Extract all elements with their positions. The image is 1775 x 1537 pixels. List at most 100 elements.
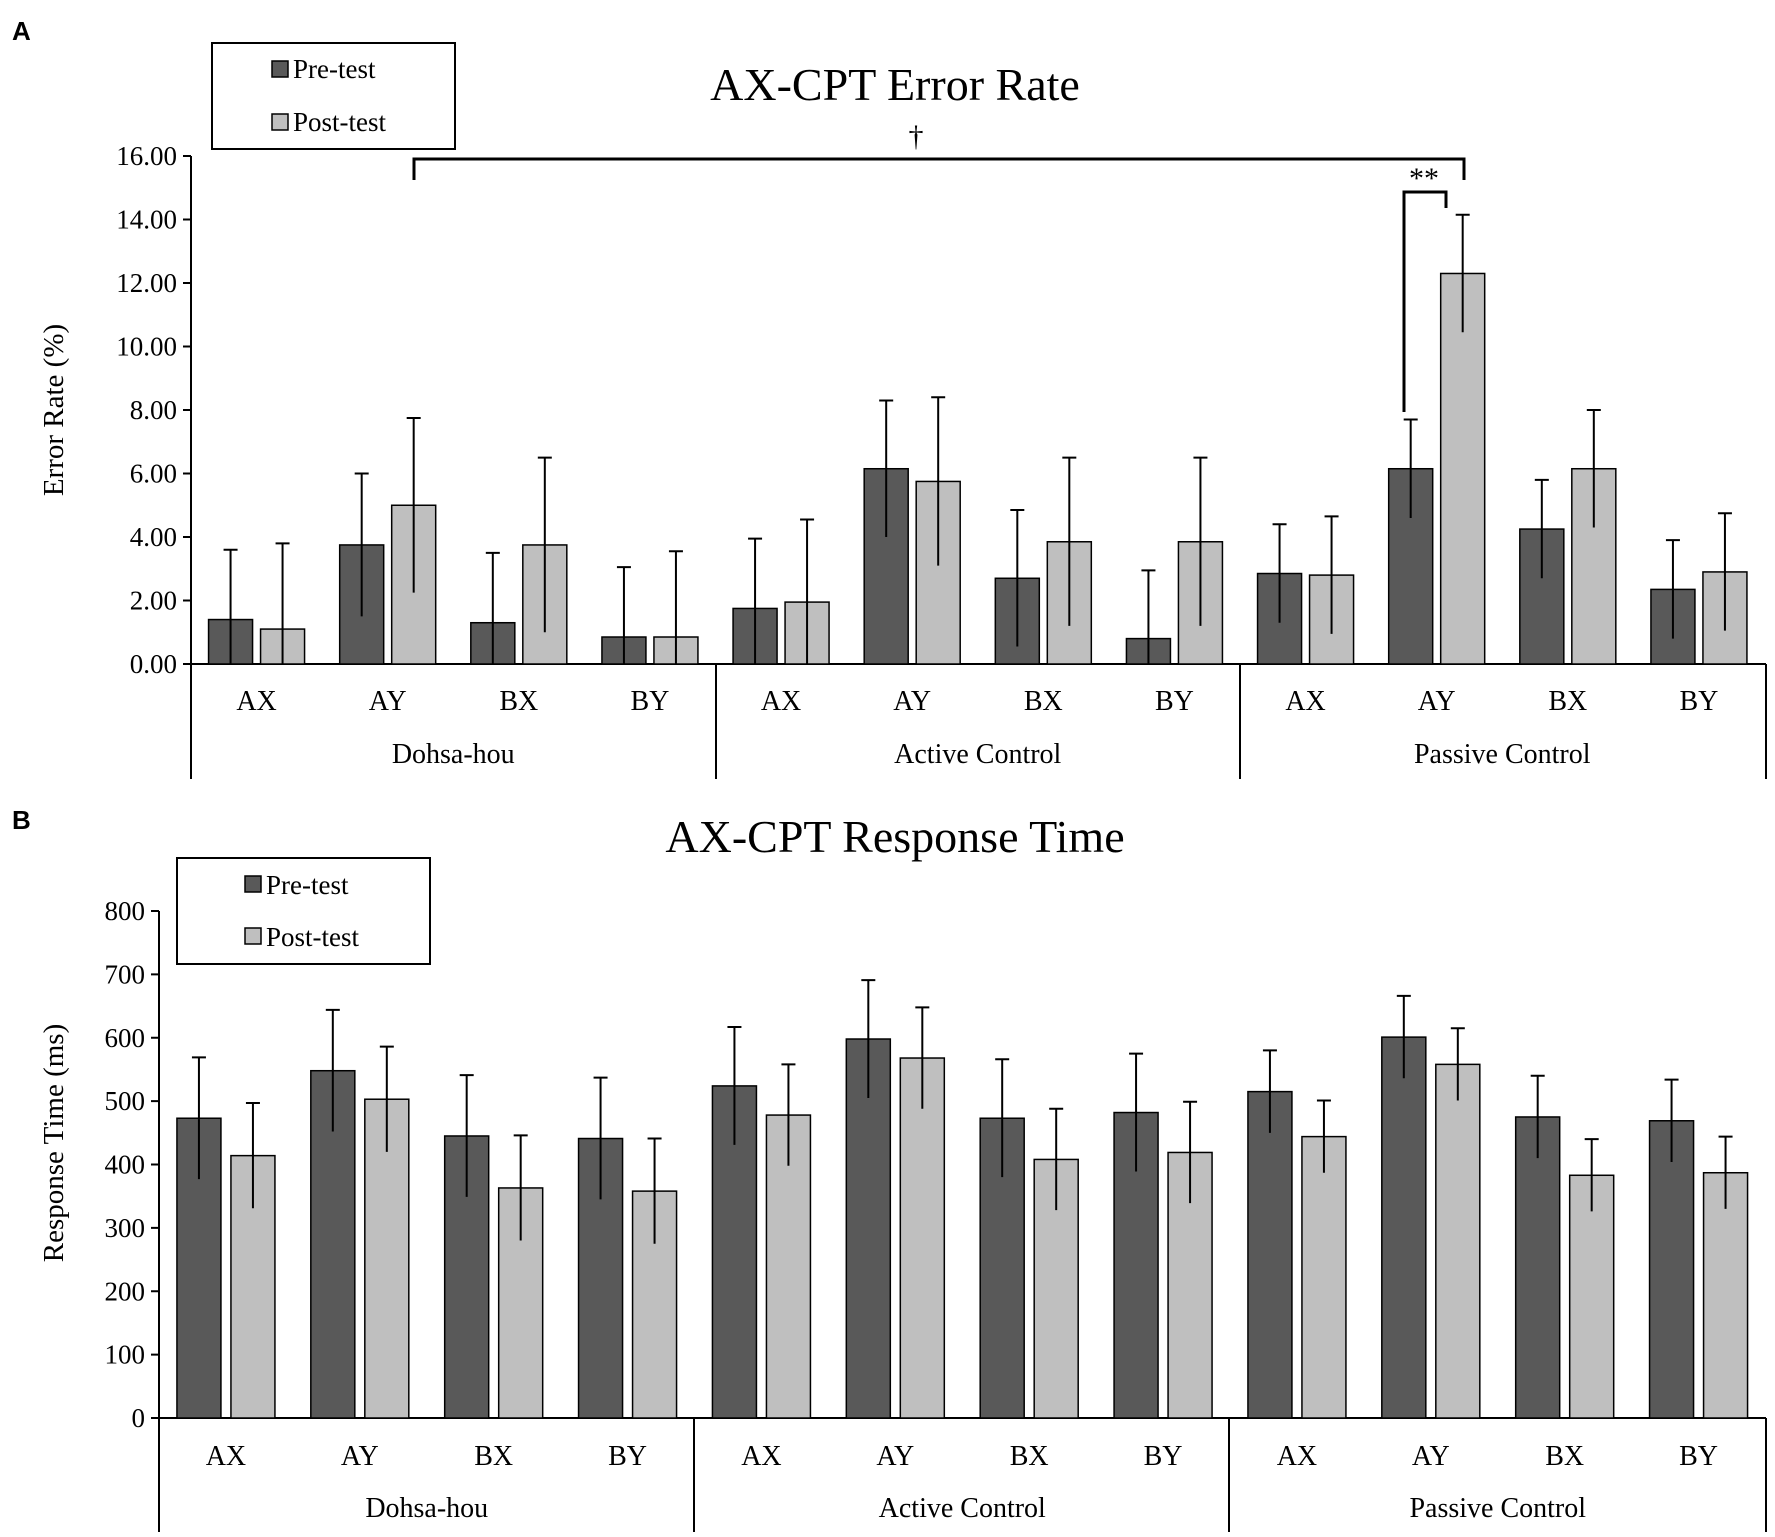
chart-a-bars	[207, 272, 1748, 665]
chart-b-title: AX-CPT Response Time	[665, 811, 1124, 862]
error-bar-post-test	[1049, 1107, 1064, 1211]
error-bar-post-test	[1183, 1100, 1198, 1204]
error-bar-post-test	[406, 416, 421, 593]
error-bar-post-test	[513, 1134, 528, 1241]
x-category-label: AY	[1418, 686, 1456, 717]
significance-bracket-double-star	[1402, 190, 1448, 412]
chart-b-plot: 0 100 200 300 400 500 600 700 800 AX AY …	[105, 896, 1767, 1532]
chart-b-bars	[176, 1036, 1749, 1419]
y-tick-label: 10.00	[116, 332, 177, 362]
y-tick-label: 2.00	[130, 586, 177, 616]
chart-b-group-labels: Dohsa-hou Active Control Passive Control	[365, 1493, 1586, 1524]
x-category-label: BX	[1024, 686, 1063, 717]
error-bar-post-test	[1718, 1135, 1733, 1209]
x-category-label: BX	[1010, 1441, 1049, 1472]
error-bar-pre-test	[1530, 1074, 1545, 1159]
x-category-label: AY	[893, 686, 931, 717]
bar-pre-test	[845, 1038, 892, 1419]
panel-b-letter: B	[12, 805, 31, 835]
x-category-label: BY	[1144, 1441, 1183, 1472]
error-bar-pre-test	[1272, 523, 1287, 623]
x-group-label: Active Control	[894, 739, 1061, 770]
chart-a-error-bars	[223, 213, 1732, 664]
error-bar-pre-test	[1262, 1049, 1277, 1133]
error-bar-post-test	[537, 456, 552, 633]
panel-b: B AX-CPT Response Time Pre-test Post-tes…	[12, 805, 1767, 1532]
error-bar-post-test	[1584, 1138, 1599, 1212]
x-category-label: AY	[1412, 1441, 1450, 1472]
chart-a-ylabel: Error Rate (%)	[38, 324, 70, 496]
error-bar-pre-test	[354, 472, 369, 617]
y-tick-label: 800	[105, 896, 146, 926]
bar-post-test	[1568, 1174, 1615, 1419]
error-bar-post-test	[1586, 409, 1601, 528]
x-category-label: BY	[630, 686, 669, 717]
error-bar-pre-test	[995, 1058, 1010, 1178]
y-tick-label: 500	[105, 1086, 146, 1116]
legend-b-pre-swatch	[244, 875, 262, 893]
error-bar-pre-test	[325, 1008, 340, 1132]
x-group-label: Passive Control	[1409, 1493, 1586, 1524]
error-bar-post-test	[1316, 1099, 1331, 1173]
error-bar-post-test	[1455, 213, 1470, 333]
error-bar-post-test	[781, 1063, 796, 1166]
error-bar-pre-test	[1396, 994, 1411, 1079]
error-bar-post-test	[1717, 512, 1732, 631]
chart-a-y-ticks: 0.00 2.00 4.00 6.00 8.00 10.00 12.00 14.…	[116, 141, 191, 679]
y-tick-label: 100	[105, 1340, 146, 1370]
x-category-label: AX	[236, 686, 276, 717]
legend-a-post-label: Post-test	[293, 107, 387, 137]
x-category-label: BY	[1155, 686, 1194, 717]
chart-b-y-ticks: 0 100 200 300 400 500 600 700 800	[105, 896, 159, 1433]
legend-b-pre-label: Pre-test	[266, 870, 349, 900]
panel-a-letter: A	[12, 16, 31, 46]
legend-b-post-label: Post-test	[266, 922, 360, 952]
error-bar-post-test	[275, 542, 290, 664]
error-bar-pre-test	[223, 548, 238, 664]
y-tick-label: 400	[105, 1150, 146, 1180]
error-bar-post-test	[647, 1137, 662, 1244]
legend-a-box	[211, 42, 456, 150]
error-bar-pre-test	[1129, 1052, 1144, 1172]
error-bar-pre-test	[459, 1074, 474, 1197]
error-bar-post-test	[379, 1045, 394, 1152]
bar-pre-test	[1381, 1036, 1427, 1419]
x-category-label: BX	[1548, 686, 1587, 717]
error-bar-pre-test	[1665, 539, 1680, 639]
chart-b-error-bars	[191, 979, 1733, 1244]
chart-a-title: AX-CPT Error Rate	[710, 59, 1080, 110]
y-tick-label: 200	[105, 1276, 146, 1306]
x-category-label: AX	[1277, 1441, 1317, 1472]
error-bar-pre-test	[1534, 478, 1549, 579]
error-bar-post-test	[1193, 456, 1208, 626]
bar-pre-test	[1648, 1120, 1695, 1419]
x-category-label: AX	[1285, 686, 1325, 717]
error-bar-post-test	[1062, 456, 1077, 626]
x-category-label: AY	[876, 1441, 914, 1472]
chart-b-category-labels: AX AY BX BY AX AY BX BY AX AY BX BY	[206, 1441, 1718, 1472]
error-bar-pre-test	[1403, 418, 1418, 518]
error-bar-pre-test	[727, 1025, 742, 1145]
x-category-label: AY	[341, 1441, 379, 1472]
y-tick-label: 14.00	[116, 205, 177, 235]
bar-pre-test	[1247, 1090, 1293, 1419]
bar-post-test	[1301, 1135, 1347, 1419]
y-tick-label: 0	[132, 1403, 146, 1433]
error-bar-post-test	[668, 550, 683, 664]
x-group-label: Dohsa-hou	[392, 739, 515, 770]
error-bar-pre-test	[861, 979, 876, 1098]
chart-b-ylabel: Response Time (ms)	[38, 1024, 70, 1262]
x-category-label: BY	[1679, 1441, 1718, 1472]
bar-post-test	[364, 1098, 410, 1419]
legend-a-pre-swatch	[271, 60, 289, 78]
x-group-label: Dohsa-hou	[365, 1493, 488, 1524]
y-tick-label: 600	[105, 1023, 146, 1053]
error-bar-pre-test	[616, 566, 631, 664]
chart-b-legend: Pre-test Post-test	[176, 857, 431, 965]
x-group-label: Passive Control	[1414, 739, 1591, 770]
x-category-label: BY	[1679, 686, 1718, 717]
x-category-label: AX	[206, 1441, 246, 1472]
y-tick-label: 0.00	[130, 649, 177, 679]
error-bar-pre-test	[485, 551, 500, 664]
